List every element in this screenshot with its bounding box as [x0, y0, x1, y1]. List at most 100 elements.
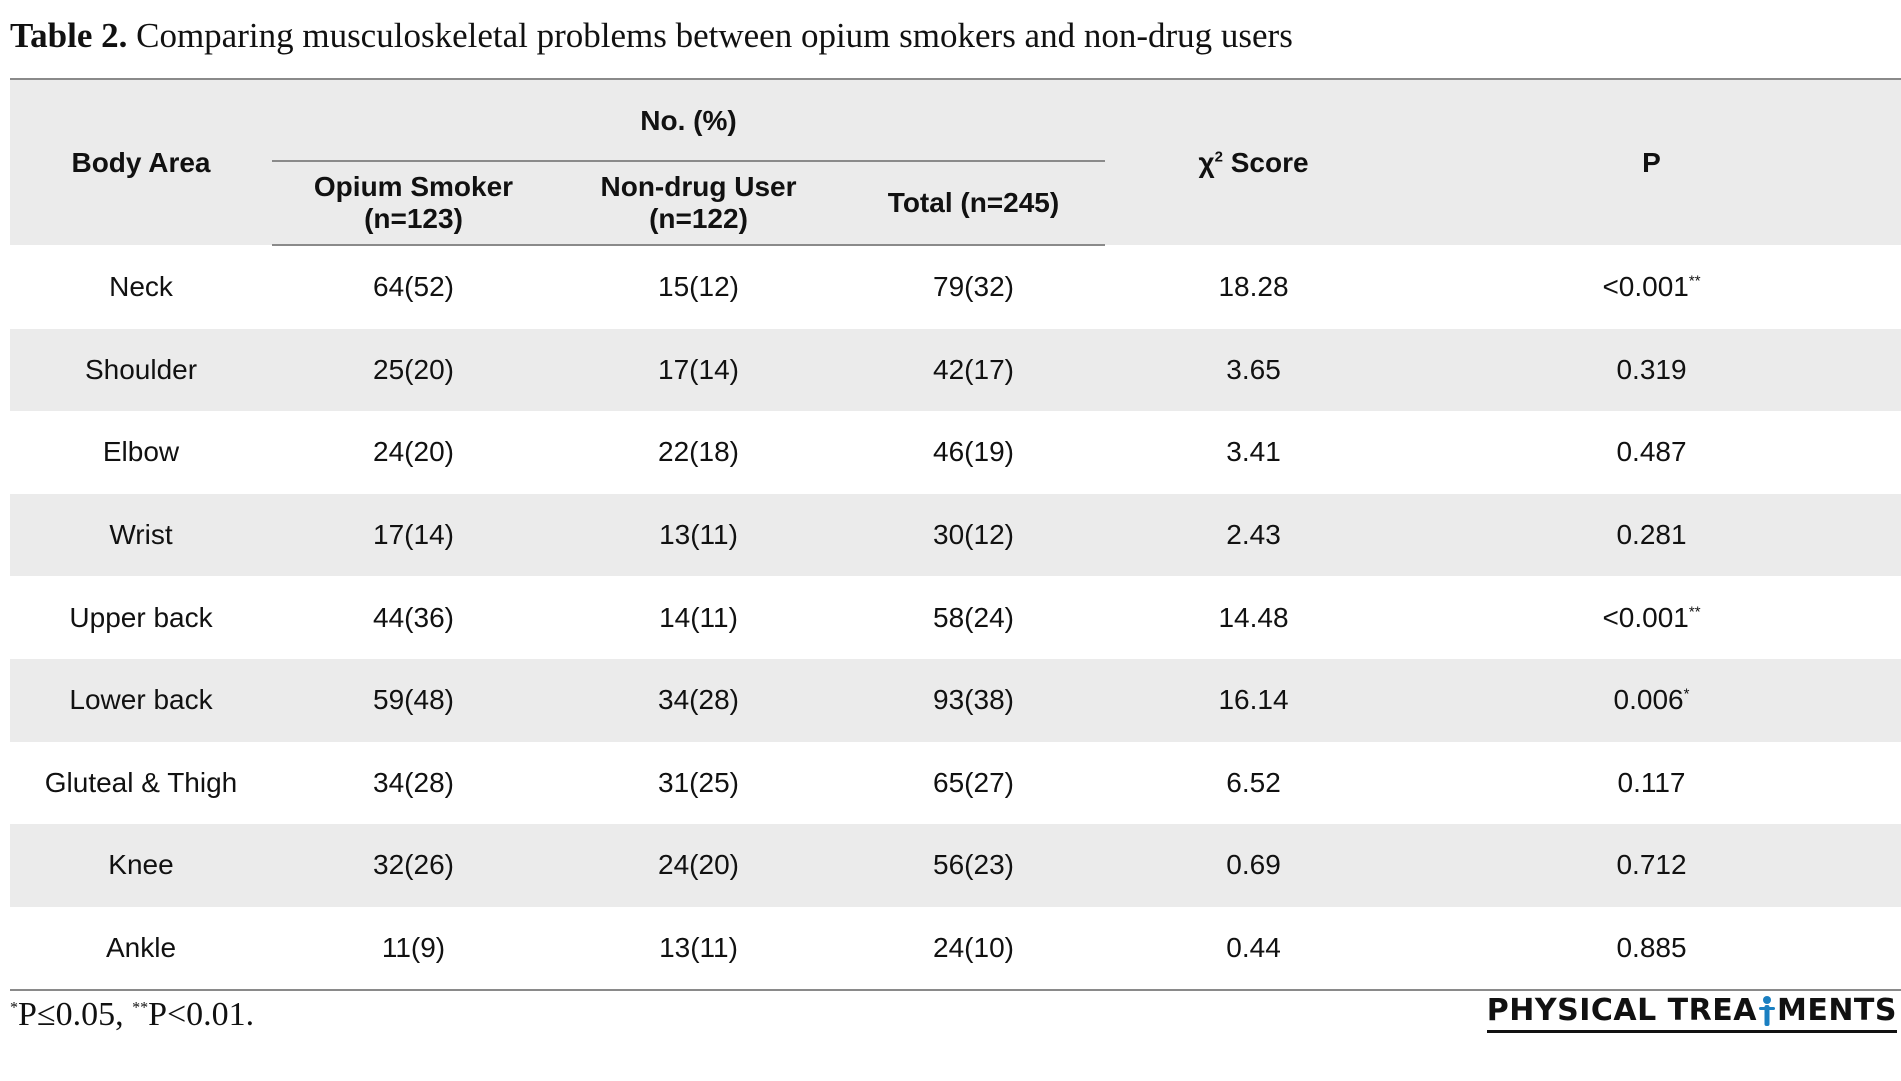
cell-nondrug-text: 13(11)	[659, 932, 738, 964]
cell-total-text: 46(19)	[933, 436, 1014, 468]
cell-chi-score-text: 0.69	[1226, 849, 1281, 881]
table-row: Elbow 24(20) 22(18) 46(19) 3.41 0.487	[10, 411, 1901, 494]
cell-nondrug: 31(25)	[555, 742, 842, 825]
cell-nondrug: 34(28)	[555, 658, 842, 742]
cell-total: 24(10)	[842, 906, 1106, 992]
cell-p-value: 0.712	[1402, 824, 1901, 907]
cell-opium-text: 64(52)	[373, 271, 454, 303]
header-group-label: No. (%)	[640, 105, 737, 136]
table-caption-text: Comparing musculoskeletal problems betwe…	[136, 16, 1293, 55]
cell-p-value-text: 0.006	[1613, 684, 1684, 716]
cell-opium-text: 25(20)	[373, 353, 454, 385]
cell-body-area-text: Shoulder	[84, 353, 198, 385]
header-body-area: Body Area	[10, 78, 272, 245]
table-row: Wrist 17(14) 13(11) 30(12) 2.43 0.281	[10, 493, 1901, 577]
table-footnote: *P≤0.05, **P<0.01.	[10, 996, 254, 1034]
cell-total-text: 65(27)	[933, 766, 1014, 798]
footnote-text-1: P≤0.05,	[18, 996, 133, 1033]
cell-body-area-text: Gluteal & Thigh	[44, 766, 238, 798]
cell-p-value-text: 0.117	[1617, 766, 1686, 798]
cell-chi-score: 18.28	[1105, 245, 1402, 329]
cell-opium: 32(26)	[272, 824, 555, 907]
cell-opium-text: 24(20)	[373, 436, 454, 468]
cell-opium: 24(20)	[272, 411, 555, 494]
cell-chi-score: 14.48	[1105, 576, 1402, 659]
footnote-mark-1: *	[10, 999, 18, 1017]
cell-p-value-text: 0.712	[1616, 849, 1687, 881]
cell-opium: 44(36)	[272, 576, 555, 659]
cell-chi-score-text: 3.41	[1226, 436, 1281, 468]
cell-nondrug: 17(14)	[555, 328, 842, 412]
cell-p-value: 0.885	[1402, 906, 1901, 992]
cell-total: 56(23)	[842, 824, 1106, 907]
cell-total-text: 24(10)	[933, 932, 1014, 964]
cell-chi-score: 6.52	[1105, 742, 1402, 825]
cell-total: 46(19)	[842, 411, 1105, 494]
cell-p-value: 0.281	[1402, 493, 1901, 577]
cell-nondrug-text: 24(20)	[658, 849, 739, 881]
cell-opium-text: 34(28)	[373, 766, 454, 798]
header-chi-score: χ2 Score	[1105, 78, 1403, 245]
cell-opium: 17(14)	[272, 493, 555, 577]
footnote-mark-2: **	[132, 999, 149, 1017]
cell-body-area: Neck	[10, 245, 272, 329]
data-table: Body Area No. (%) χ2 Score P Opium Smoke…	[10, 78, 1901, 992]
header-opium: Opium Smoker (n=123)	[272, 162, 555, 246]
cell-body-area: Gluteal & Thigh	[10, 742, 272, 825]
cell-opium: 34(28)	[272, 742, 555, 825]
cell-p-value-text: 0.487	[1616, 436, 1687, 468]
cell-body-area-text: Elbow	[102, 436, 180, 468]
cell-body-area: Shoulder	[10, 328, 272, 412]
cell-body-area-text: Neck	[109, 270, 173, 302]
cell-nondrug-text: 17(14)	[658, 353, 739, 385]
group-divider	[272, 160, 1106, 162]
table-row: Gluteal & Thigh 34(28) 31(25) 65(27) 6.52 0.1…	[10, 742, 1901, 825]
cell-p-value-text: <0.001	[1602, 270, 1689, 302]
cell-nondrug: 13(11)	[555, 906, 842, 992]
cell-opium-text: 32(26)	[373, 849, 454, 881]
journal-logo: PHYSICAL TREA MENTS	[1486, 993, 1897, 1033]
logo-text-end: MENTS	[1776, 993, 1897, 1028]
table-caption-label: Table 2.	[10, 16, 128, 55]
table-row: Ankle 11(9) 13(11) 24(10) 0.44 0.885	[10, 906, 1901, 992]
cell-total-text: 93(38)	[933, 684, 1014, 716]
cell-total-text: 56(23)	[933, 849, 1014, 881]
cell-nondrug-text: 15(12)	[658, 271, 739, 303]
cell-total-text: 30(12)	[933, 519, 1014, 551]
cell-chi-score: 3.65	[1105, 328, 1403, 412]
table-row: Lower back 59(48) 34(28) 93(38) 16.14 0.006*	[10, 658, 1901, 742]
header-nondrug: Non-drug User (n=122)	[555, 162, 842, 246]
table-caption: Table 2. Comparing musculoskeletal probl…	[10, 16, 1293, 56]
header-total: Total (n=245)	[842, 162, 1106, 246]
cell-p-value: 0.006*	[1402, 658, 1901, 742]
cell-nondrug-text: 31(25)	[658, 766, 739, 798]
cell-opium-text: 17(14)	[373, 519, 454, 551]
cell-nondrug-text: 14(11)	[659, 601, 738, 633]
cell-nondrug-text: 13(11)	[659, 519, 738, 551]
cell-p-value-text: 0.319	[1616, 353, 1687, 385]
cell-chi-score-text: 16.14	[1218, 684, 1289, 716]
table-body: Neck 64(52) 15(12) 79(32) 18.28 <0.001** Shoul…	[10, 245, 1901, 992]
cell-opium: 11(9)	[272, 906, 555, 992]
cell-nondrug: 15(12)	[555, 245, 842, 329]
cell-chi-score-text: 6.52	[1226, 766, 1281, 798]
cell-nondrug: 13(11)	[555, 493, 842, 577]
cell-chi-score: 0.69	[1105, 824, 1403, 907]
footnote-text-2: P<0.01.	[148, 996, 255, 1033]
table-row: Shoulder 25(20) 17(14) 42(17) 3.65 0.319	[10, 328, 1901, 412]
cell-p-value: 0.117	[1402, 742, 1901, 825]
cell-body-area-text: Knee	[108, 849, 174, 881]
table-row: Knee 32(26) 24(20) 56(23) 0.69 0.712	[10, 824, 1901, 907]
logo-text-start: PHYSICAL TREA	[1486, 993, 1757, 1028]
cell-p-value: <0.001**	[1402, 245, 1901, 329]
cell-p-value-text: 0.281	[1616, 519, 1687, 551]
cell-chi-score: 0.44	[1105, 906, 1403, 992]
cell-body-area: Wrist	[10, 493, 272, 577]
cell-total: 42(17)	[842, 328, 1106, 412]
cell-nondrug-text: 34(28)	[658, 684, 739, 716]
cell-chi-score: 2.43	[1105, 493, 1403, 577]
cell-p-value: <0.001**	[1402, 576, 1901, 659]
cell-chi-score-text: 0.44	[1226, 932, 1281, 964]
cell-body-area: Ankle	[10, 906, 272, 992]
cell-p-value-text: 0.885	[1616, 932, 1687, 964]
